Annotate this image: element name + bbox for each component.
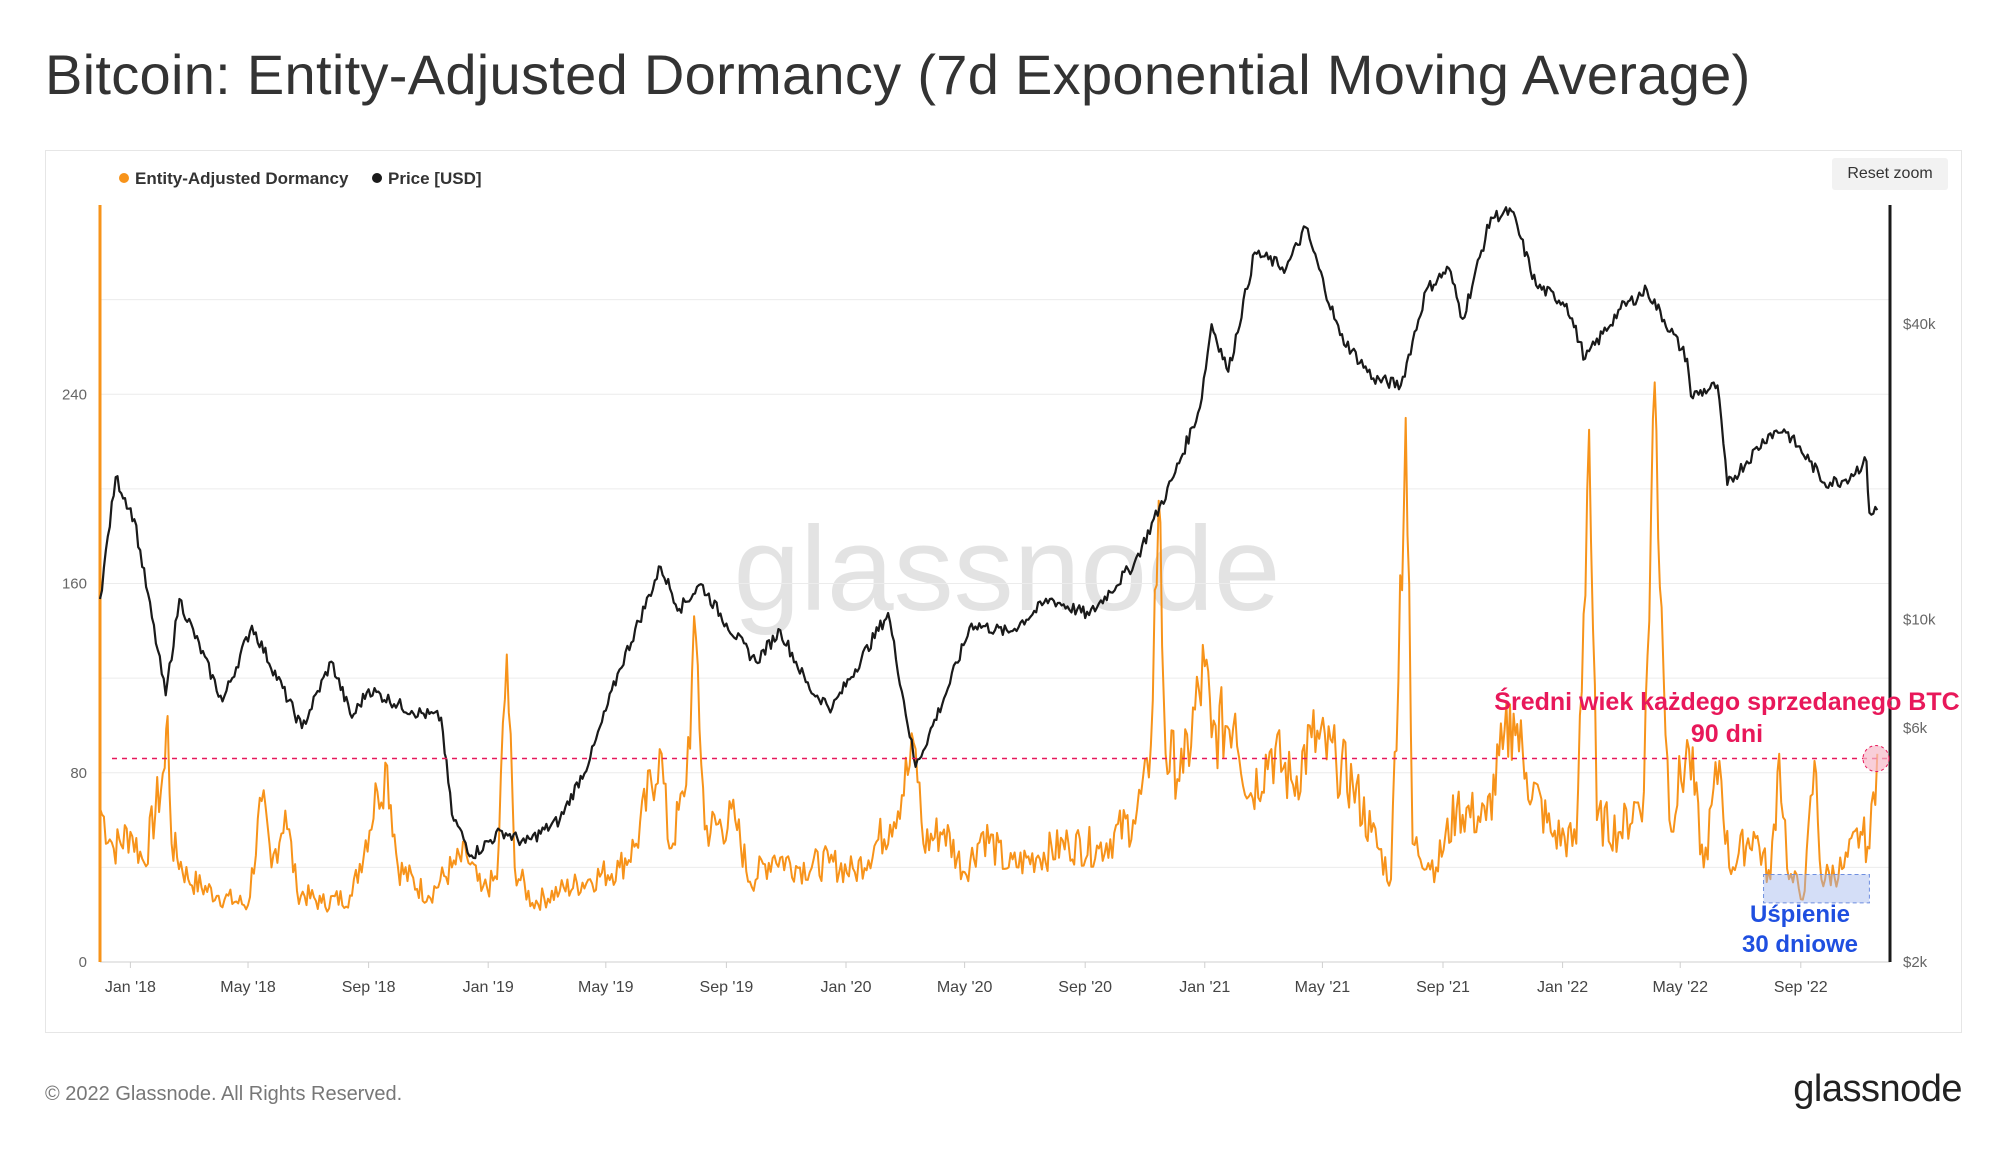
- reference-marker: [1862, 745, 1890, 773]
- y-right-tick-label: $10k: [1903, 611, 1936, 628]
- legend-marker-price: [372, 173, 382, 183]
- x-tick-label: Jan '20: [820, 979, 871, 996]
- x-tick-label: Jan '19: [463, 979, 514, 996]
- x-tick-label: Jan '22: [1537, 979, 1588, 996]
- legend-item-price[interactable]: Price [USD]: [372, 169, 482, 188]
- annotation-dormancy-title: Uśpienie: [1750, 901, 1850, 928]
- annotation-dormancy-value: 30 dniowe: [1742, 931, 1858, 958]
- x-tick-label: Jan '18: [105, 979, 156, 996]
- copyright-text: © 2022 Glassnode. All Rights Reserved.: [45, 1083, 403, 1105]
- x-tick-label: May '20: [937, 979, 993, 996]
- reset-zoom-button[interactable]: Reset zoom: [1832, 158, 1948, 190]
- x-axis: Jan '18 May '18 Sep '18 Jan '19 May '19 Sep '…: [105, 962, 1828, 996]
- legend-item-dormancy[interactable]: Entity-Adjusted Dormancy: [119, 169, 349, 188]
- x-tick-label: Sep '20: [1058, 979, 1112, 996]
- y-left-tick-label: 160: [62, 576, 87, 593]
- page-title: Bitcoin: Entity-Adjusted Dormancy (7d Ex…: [45, 43, 1751, 106]
- dormancy-highlight-box: [1763, 873, 1870, 904]
- legend-label-price: Price [USD]: [388, 169, 482, 188]
- series-line-price: [98, 206, 1879, 860]
- y-right-tick-label: $6k: [1903, 720, 1928, 737]
- series-line-dormancy: [99, 381, 1879, 913]
- legend-marker-dormancy: [119, 173, 129, 183]
- chart-legend: Entity-Adjusted Dormancy Price [USD]: [119, 169, 482, 188]
- brand-logo: glassnode: [1793, 1068, 1962, 1110]
- x-tick-label: Sep '18: [342, 979, 396, 996]
- annotation-avg-age-title: Średni wiek każdego sprzedanego BTC: [1494, 686, 1959, 716]
- y-left-tick-label: 240: [62, 386, 87, 403]
- y-right-tick-label: $2k: [1903, 954, 1928, 971]
- x-tick-label: May '22: [1652, 979, 1708, 996]
- series-layer: [98, 206, 1879, 913]
- y-left-tick-label: 80: [70, 765, 87, 782]
- y-right-tick-label: $40k: [1903, 316, 1936, 333]
- x-tick-label: Sep '21: [1416, 979, 1470, 996]
- y-axis-left: 0 80 160 240: [62, 386, 87, 971]
- legend-label-dormancy: Entity-Adjusted Dormancy: [135, 169, 349, 188]
- y-left-tick-label: 0: [79, 954, 87, 971]
- y-axis-right: $2k $6k $10k $40k: [1903, 316, 1936, 971]
- x-tick-label: May '19: [578, 979, 634, 996]
- x-tick-label: Jan '21: [1179, 979, 1230, 996]
- x-tick-label: Sep '19: [700, 979, 754, 996]
- x-tick-label: Sep '22: [1774, 979, 1828, 996]
- x-tick-label: May '18: [220, 979, 276, 996]
- annotation-avg-age-value: 90 dni: [1691, 720, 1763, 748]
- annotations: Średni wiek każdego sprzedanego BTC 90 dn…: [112, 686, 1960, 958]
- x-tick-label: May '21: [1295, 979, 1351, 996]
- chart-frame: [45, 150, 1962, 1033]
- watermark-text: glassnode: [733, 502, 1280, 636]
